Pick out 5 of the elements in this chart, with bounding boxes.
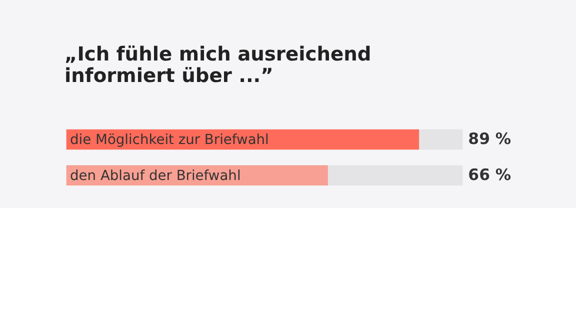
data-label: 66 % xyxy=(468,164,512,184)
y-tick-label: die Möglichkeit zur Briefwahl xyxy=(70,132,269,148)
chart-title: „Ich fühle mich ausreichend informiert über ...” xyxy=(64,42,372,87)
y-tick-label: den Ablauf der Briefwahl xyxy=(70,168,241,184)
data-label: 89 % xyxy=(468,129,512,148)
